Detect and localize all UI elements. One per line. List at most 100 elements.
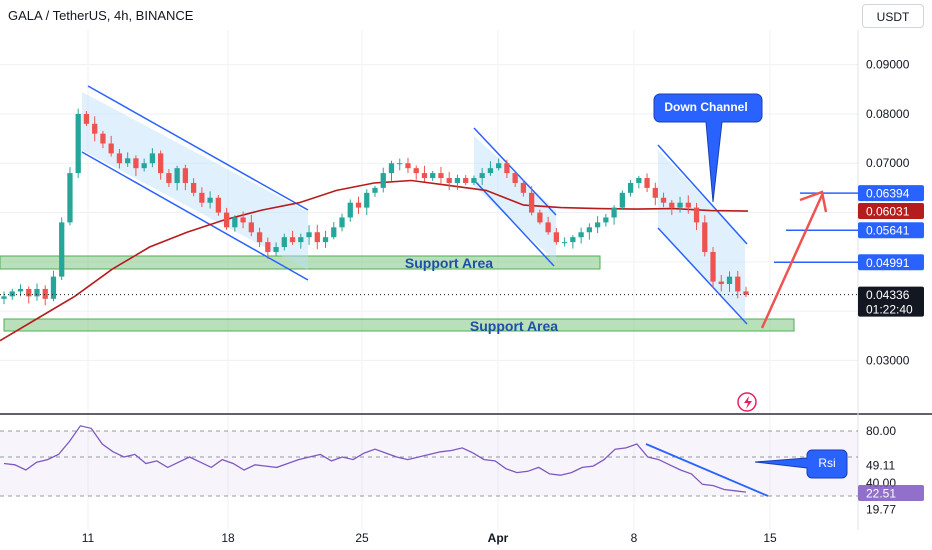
candle-down [553, 232, 560, 243]
candle-down [83, 113, 90, 124]
price-tag-blue [858, 222, 924, 239]
price-tag-label: 0.06031 [866, 205, 910, 219]
candle-down [421, 173, 428, 179]
time-tick-label: 8 [631, 531, 638, 545]
candle-up [364, 192, 370, 208]
candle-down [26, 288, 32, 297]
rsi-tag-value [858, 485, 924, 501]
price-tag-last [858, 286, 924, 317]
candle-up [34, 288, 40, 297]
candle-down [702, 222, 708, 252]
price-tick-label: 0.08000 [866, 107, 910, 121]
time-tick-label: Apr [488, 531, 509, 545]
candle-down [735, 276, 741, 292]
candle-up [636, 178, 642, 183]
candle-up [322, 237, 329, 243]
candle-down [223, 212, 230, 228]
candle-up [586, 227, 592, 233]
rsi-tag-label: 49.11 [866, 459, 895, 473]
rsi-band [0, 431, 858, 496]
time-tick-label: 11 [82, 531, 95, 545]
candle-down [108, 143, 114, 154]
down-channel-lower-3 [657, 227, 748, 325]
rsi-line [3, 425, 747, 493]
candle-down [158, 153, 164, 174]
rsi-tag-label: 19.77 [866, 503, 896, 517]
currency-button[interactable]: USDT [862, 4, 924, 28]
price-tag-label: 0.04336 [866, 288, 910, 302]
candle-up [149, 153, 156, 164]
candle-up [570, 237, 576, 243]
down-channel-upper-1 [87, 85, 309, 211]
candle-down [166, 173, 172, 183]
candles-group [1, 108, 749, 306]
price-tick-label: 0.03000 [866, 353, 910, 367]
candle-down [743, 291, 749, 295]
down-channel-lower-2 [473, 179, 555, 267]
candle-down [537, 212, 543, 223]
candle-down [92, 123, 98, 134]
candle-down [669, 202, 675, 208]
candle-down [504, 163, 510, 174]
candle-up [471, 178, 477, 183]
down-channel-lower-1 [81, 151, 309, 281]
price-tick-label: 0.07000 [866, 156, 910, 170]
candle-up [331, 227, 337, 238]
candle-up [9, 291, 15, 297]
candle-down [355, 202, 362, 208]
candle-down [718, 281, 724, 285]
down-channel-upper-3 [657, 144, 748, 245]
candle-down [215, 197, 221, 213]
candle-down [100, 133, 106, 144]
rsi-tick-label: 80.00 [866, 424, 896, 438]
projection-arrow-shaft [760, 194, 824, 329]
candle-down [685, 202, 691, 208]
candle-up [141, 163, 147, 169]
candle-down [520, 182, 527, 193]
price-tag-label: 0.06394 [866, 187, 910, 201]
down-channel-shade-2 [474, 136, 556, 262]
price-tick-label: 0.09000 [866, 58, 910, 72]
candle-up [619, 192, 625, 208]
candle-up [17, 288, 24, 292]
candle-up [273, 247, 279, 252]
candle-up [372, 187, 378, 193]
bar-countdown: 01:22:40 [866, 303, 913, 317]
candle-up [454, 178, 461, 183]
candle-down [256, 232, 263, 243]
candle-down [413, 168, 419, 174]
candle-down [463, 178, 469, 183]
candle-down [405, 163, 411, 169]
candle-down [693, 207, 700, 223]
moving-average-line [0, 179, 749, 342]
candle-up [430, 173, 436, 179]
candle-down [652, 187, 658, 198]
candle-up [281, 237, 287, 248]
candle-up [125, 158, 131, 164]
candle-down [529, 192, 535, 213]
rsi-tag-label: 22.51 [866, 487, 896, 501]
time-tick-label: 18 [221, 531, 235, 545]
support-area-upper-label: Support Area [405, 255, 493, 271]
candle-up [347, 202, 353, 218]
candle-down [660, 197, 667, 203]
candle-up [174, 168, 180, 183]
candle-down [512, 173, 518, 183]
down-channel-label: Down Channel [664, 100, 747, 114]
projection-arrow-head [799, 190, 828, 213]
candle-down [314, 232, 320, 243]
price-tag-label: 0.04991 [866, 256, 910, 270]
price-tag-blue [858, 185, 924, 202]
candle-up [207, 197, 213, 203]
candle-up [726, 276, 733, 285]
candle-up [677, 202, 683, 208]
price-tag-blue [858, 254, 924, 271]
candle-up [611, 207, 617, 218]
candle-up [298, 237, 304, 243]
candle-down [199, 192, 205, 203]
candle-up [627, 182, 634, 193]
time-tick-label: 25 [355, 531, 369, 545]
support-area-lower-label: Support Area [470, 318, 558, 334]
